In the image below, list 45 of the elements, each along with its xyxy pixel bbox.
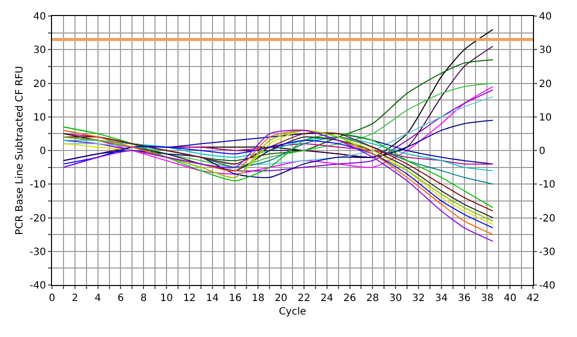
x-tick-label: 2	[72, 293, 78, 304]
y-tick-label: 0	[40, 146, 46, 157]
line-series	[62, 136, 494, 172]
x-tick-label: 38	[480, 293, 494, 304]
y-tick-label: 10	[33, 112, 46, 124]
line-series	[62, 120, 494, 178]
y-axis-title: PCR Base Line Subtracted CF RFU	[14, 66, 26, 235]
x-tick-label: 16	[228, 293, 242, 304]
x-tick-label: 24	[320, 293, 334, 304]
x-tick-label: 28	[366, 293, 380, 304]
x-tick-label: 18	[252, 293, 265, 304]
x-tick-label: 34	[435, 293, 448, 304]
x-tick-label: 36	[458, 293, 471, 304]
x-tick-label: 22	[298, 293, 310, 304]
x-tick-label: 32	[412, 293, 425, 304]
x-axis-title: Cycle	[278, 306, 306, 318]
y2-tick-label: 30	[539, 45, 552, 56]
y2-tick-label: 0	[539, 146, 546, 157]
x-tick-label: 0	[48, 293, 56, 304]
x-tick-label: 26	[343, 293, 356, 304]
line-series	[62, 96, 494, 165]
y2-tick-label: -20	[539, 213, 556, 224]
x-tick-label: 8	[140, 293, 147, 304]
y-tick-label: -10	[30, 180, 46, 191]
y-tick-label: -20	[30, 213, 46, 224]
y2-tick-label: -30	[539, 246, 556, 258]
y2-tick-label: 40	[539, 12, 552, 22]
x-tick-label: 12	[183, 293, 196, 304]
y-tick-label: 20	[33, 78, 46, 90]
x-tick-label: 40	[504, 293, 516, 304]
x-tick-label: 4	[94, 293, 101, 304]
y2-tick-label: -40	[539, 280, 556, 292]
x-tick-label: 10	[160, 293, 173, 304]
x-tick-label: 30	[389, 293, 402, 304]
x-tick-label: 42	[526, 293, 540, 304]
y-tick-label: -30	[30, 246, 46, 258]
x-tick-label: 20	[274, 293, 288, 304]
y2-tick-label: 10	[539, 112, 552, 124]
y-tick-label: -40	[30, 280, 46, 292]
y-tick-label: 30	[33, 45, 46, 56]
y-tick-label: 40	[33, 12, 46, 22]
x-tick-label: 14	[206, 293, 219, 304]
y2-tick-label: -10	[539, 180, 556, 191]
x-tick-label: 6	[118, 293, 124, 304]
y2-tick-label: 20	[539, 78, 552, 90]
